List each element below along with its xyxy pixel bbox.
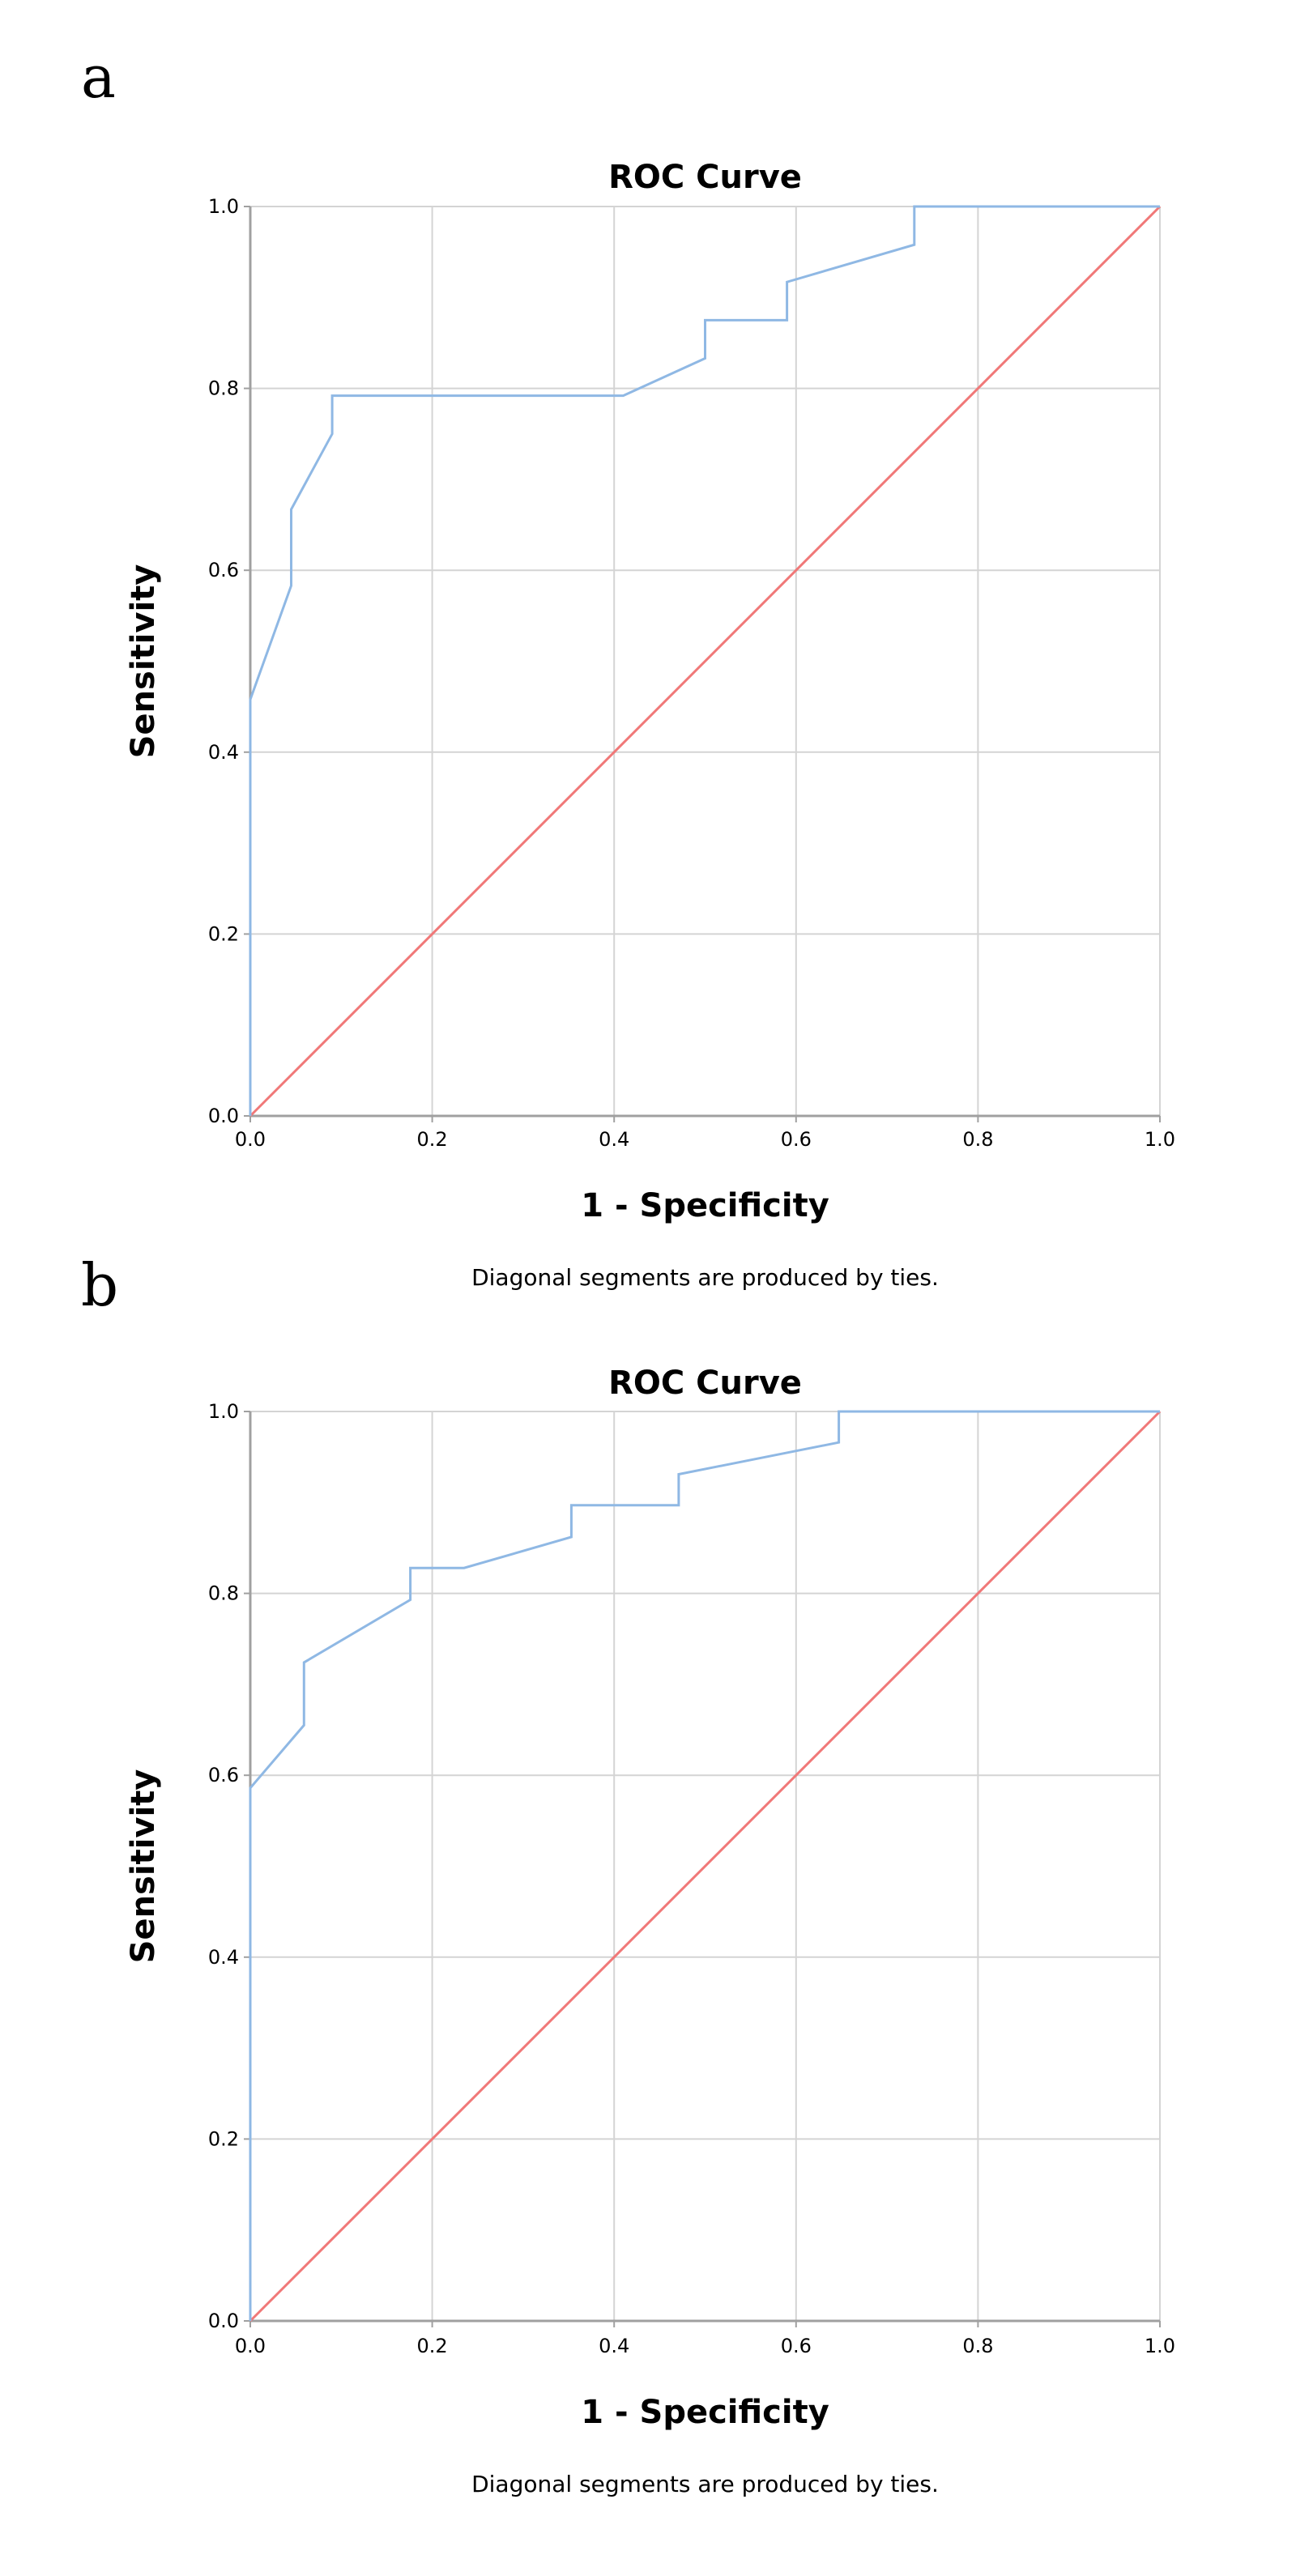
y-tick-label: 0.2: [208, 2127, 239, 2150]
x-tick-label: 0.4: [599, 2335, 629, 2357]
x-tick-label: 0.8: [962, 2335, 993, 2357]
y-tick-label: 1.0: [208, 1400, 239, 1423]
y-tick-label: 0.4: [208, 741, 239, 764]
panel-letter: a: [81, 43, 116, 111]
x-tick-label: 0.0: [235, 1128, 266, 1151]
y-tick-label: 0.6: [208, 1764, 239, 1786]
x-tick-label: 0.2: [417, 1128, 448, 1151]
footnote: Diagonal segments are produced by ties.: [471, 2471, 939, 2497]
y-tick-label: 0.8: [208, 377, 239, 400]
y-tick-label: 0.2: [208, 922, 239, 945]
roc-curve-line: [249, 1410, 1160, 2321]
x-tick-label: 0.0: [235, 2335, 266, 2357]
y-tick-label: 0.0: [208, 1105, 239, 1127]
reference-diagonal-line: [249, 205, 1162, 1118]
x-tick-label: 0.4: [599, 1128, 629, 1151]
chart-title: ROC Curve: [608, 159, 802, 196]
x-tick-label: 0.6: [781, 2335, 812, 2357]
y-axis-label: Sensitivity: [125, 1769, 162, 1964]
x-tick-label: 1.0: [1145, 2335, 1175, 2357]
x-tick-label: 0.8: [962, 1128, 993, 1151]
y-tick-label: 1.0: [208, 195, 239, 218]
panel-b: b ROC Curve 0.0 0.2 0.4 0.6 0.8 1.0 0.0 0.2 0.4 0.6…: [81, 1251, 1175, 2497]
x-tick-label: 0.6: [781, 1128, 812, 1151]
chart-title: ROC Curve: [608, 1365, 802, 1402]
x-axis-label: 1 - Specificity: [581, 1187, 829, 1224]
x-tick-label: 0.2: [417, 2335, 448, 2357]
panel-a: a ROC Curve 0.0 0.2 0.4 0.6 0.8 1.0 0.0 0.2 0.4 0.6…: [81, 43, 1175, 1291]
roc-curve-line: [249, 205, 1160, 1116]
x-axis-label: 1 - Specificity: [581, 2394, 829, 2431]
footnote: Diagonal segments are produced by ties.: [471, 1264, 939, 1291]
panel-letter: b: [81, 1251, 118, 1319]
y-tick-label: 0.8: [208, 1582, 239, 1605]
y-tick-label: 0.0: [208, 2310, 239, 2332]
x-tick-label: 1.0: [1145, 1128, 1175, 1151]
reference-diagonal-line: [249, 1410, 1162, 2323]
y-axis-label: Sensitivity: [125, 564, 162, 759]
y-tick-label: 0.4: [208, 1946, 239, 1969]
y-tick-label: 0.6: [208, 559, 239, 581]
